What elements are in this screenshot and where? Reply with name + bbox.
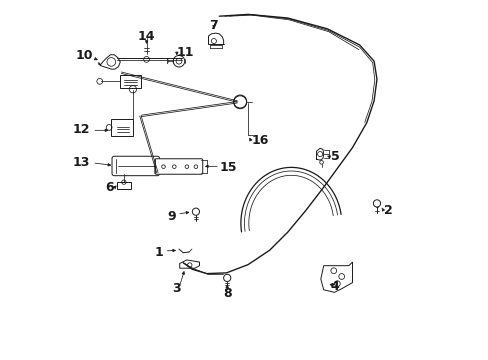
Text: 13: 13 [73,156,90,169]
Text: 10: 10 [75,49,92,62]
Text: 15: 15 [219,161,236,174]
Bar [117,182,131,189]
Text: 3: 3 [171,282,180,295]
Text: 7: 7 [209,19,218,32]
Text: 5: 5 [330,150,339,163]
Text: 6: 6 [105,181,114,194]
Text: 11: 11 [176,46,193,59]
Text: 1: 1 [154,246,163,258]
Text: 9: 9 [167,210,176,222]
Text: 12: 12 [73,123,90,136]
Text: 2: 2 [384,204,392,217]
Bar [111,119,133,136]
Text: 16: 16 [251,134,268,147]
FancyBboxPatch shape [155,159,203,174]
Polygon shape [320,262,352,292]
FancyBboxPatch shape [112,156,159,176]
Text: 14: 14 [138,30,155,42]
Polygon shape [179,260,199,268]
Bar [120,75,141,88]
Text: 8: 8 [223,287,231,300]
Text: 4: 4 [329,280,338,293]
